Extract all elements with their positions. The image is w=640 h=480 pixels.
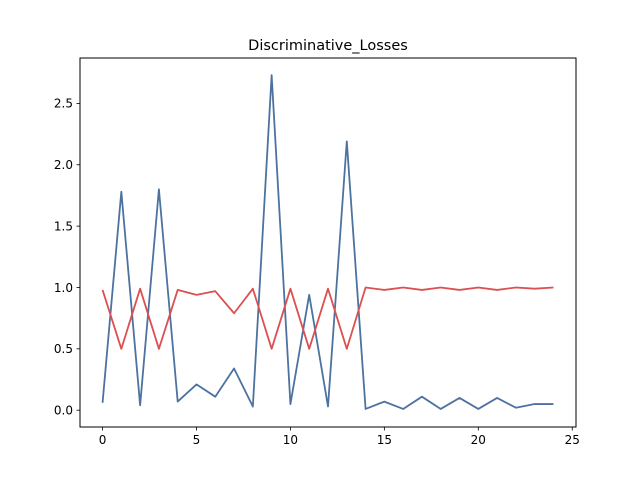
series-2-point bbox=[252, 288, 254, 290]
series-2-point bbox=[421, 289, 423, 291]
series-2-point bbox=[214, 290, 216, 292]
series-2-point bbox=[102, 289, 104, 291]
plot-area-frame bbox=[79, 57, 577, 428]
series-line-1 bbox=[101, 74, 554, 410]
x-tick-label: 10 bbox=[283, 433, 298, 447]
series-1-point bbox=[271, 74, 273, 76]
series-2-point bbox=[534, 288, 536, 290]
series-2-point bbox=[327, 288, 329, 290]
series-1-point bbox=[327, 406, 329, 408]
series-1-point bbox=[515, 407, 517, 409]
series-2-point bbox=[158, 348, 160, 350]
series-layer bbox=[101, 74, 555, 410]
series-1-point bbox=[290, 403, 292, 405]
series-2-point bbox=[365, 287, 367, 289]
series-1-point bbox=[534, 403, 536, 405]
series-1-point bbox=[496, 397, 498, 399]
series-1-point bbox=[459, 397, 461, 399]
chart-title: Discriminative_Losses bbox=[248, 38, 408, 54]
series-2-point bbox=[271, 348, 273, 350]
y-tick-label: 1.0 bbox=[54, 281, 73, 295]
series-2-point bbox=[120, 348, 122, 350]
series-1-point bbox=[233, 368, 235, 370]
series-1-point bbox=[553, 403, 555, 405]
x-tick-label: 5 bbox=[193, 433, 201, 447]
series-2-point bbox=[139, 288, 141, 290]
x-tick-label: 0 bbox=[99, 433, 107, 447]
series-2-point bbox=[515, 287, 517, 289]
series-2-point bbox=[308, 348, 310, 350]
series-2-point bbox=[290, 288, 292, 290]
series-2-point bbox=[553, 287, 555, 289]
series-1-point bbox=[308, 294, 310, 296]
series-1-point bbox=[421, 396, 423, 398]
series-1-point bbox=[158, 188, 160, 190]
series-2-point bbox=[440, 287, 442, 289]
series-1-point bbox=[252, 406, 254, 408]
series-1-point bbox=[383, 401, 385, 403]
series-1-point bbox=[346, 141, 348, 143]
x-tick-label: 25 bbox=[565, 433, 580, 447]
series-2-point bbox=[177, 289, 179, 291]
series-1-point bbox=[102, 402, 104, 404]
series-1-point bbox=[402, 408, 404, 410]
x-tick-label: 15 bbox=[377, 433, 392, 447]
series-1-point bbox=[139, 404, 141, 406]
x-axis-ticks: 0 5 10 15 20 25 bbox=[99, 427, 580, 447]
series-2-point bbox=[233, 312, 235, 314]
y-tick-label: 0.5 bbox=[54, 342, 73, 356]
y-tick-label: 2.5 bbox=[54, 97, 73, 111]
series-2-point bbox=[496, 289, 498, 291]
y-tick-label: 0.0 bbox=[54, 403, 73, 417]
series-2-point bbox=[383, 289, 385, 291]
x-tick-label: 20 bbox=[471, 433, 486, 447]
series-2-point bbox=[459, 289, 461, 291]
series-2-point bbox=[346, 348, 348, 350]
series-1-point bbox=[177, 401, 179, 403]
series-1-point bbox=[477, 408, 479, 410]
y-axis-ticks: 0.0 0.5 1.0 1.5 2.0 2.5 bbox=[54, 97, 80, 417]
series-1-point bbox=[365, 408, 367, 410]
y-tick-label: 2.0 bbox=[54, 158, 73, 172]
series-2-point bbox=[196, 294, 198, 296]
series-1-point bbox=[120, 191, 122, 193]
series-1-point bbox=[440, 408, 442, 410]
series-2-point bbox=[402, 287, 404, 289]
series-2-point bbox=[477, 287, 479, 289]
series-1-point bbox=[196, 384, 198, 386]
series-1-point bbox=[214, 396, 216, 398]
series-line-2 bbox=[101, 286, 554, 350]
y-tick-label: 1.5 bbox=[54, 219, 73, 233]
